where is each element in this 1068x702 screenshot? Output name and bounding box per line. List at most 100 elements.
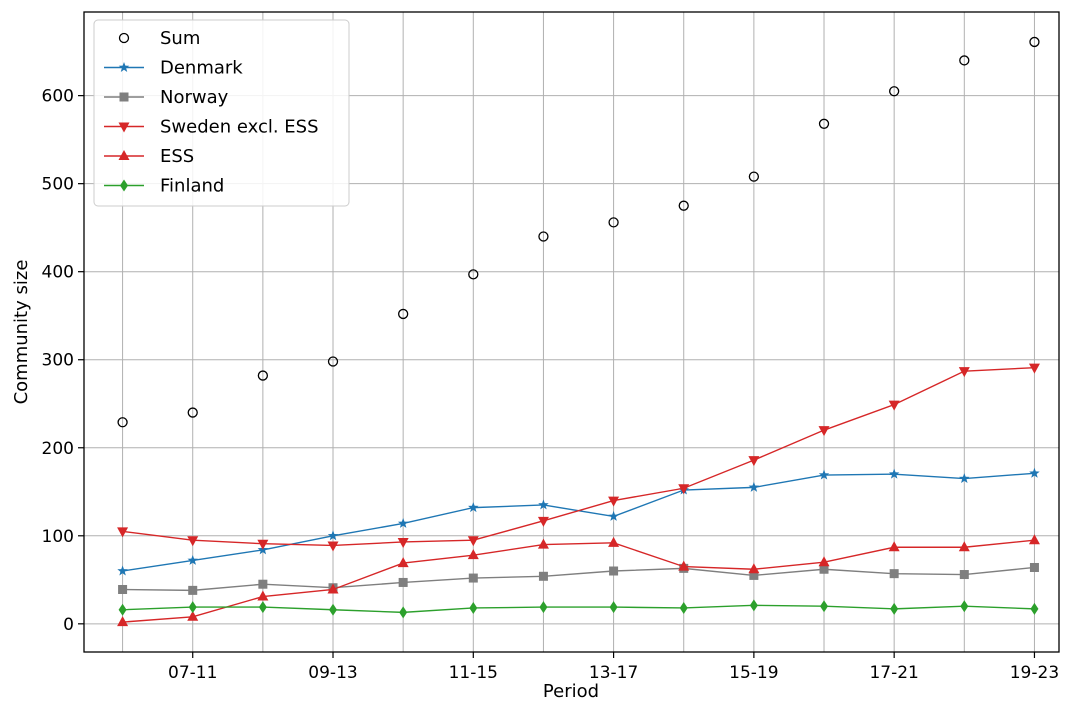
data-point-sweden-excl-ess (397, 537, 409, 548)
data-point-sum (889, 86, 900, 97)
data-point-finland (469, 601, 478, 614)
data-point-finland (399, 606, 408, 619)
data-point-sum (608, 217, 619, 228)
series-sum (117, 36, 1040, 428)
data-point-ess (748, 563, 760, 574)
data-point-sum (678, 200, 689, 211)
x-tick-label: 09-13 (308, 663, 357, 683)
x-tick-label: 07-11 (168, 663, 217, 683)
data-point-sweden-excl-ess (117, 527, 129, 538)
data-point-finland (258, 601, 267, 614)
data-point-ess (397, 557, 409, 568)
data-point-finland (749, 599, 758, 612)
series-norway (118, 562, 1039, 595)
legend-marker-denmark (118, 62, 130, 72)
data-point-norway (188, 585, 198, 595)
data-point-denmark (397, 517, 409, 528)
data-point-ess (537, 538, 549, 549)
series-line-finland (122, 604, 1035, 614)
y-axis-label: Community size (11, 260, 32, 405)
y-tick-label: 400 (42, 263, 74, 283)
data-point-ess (818, 556, 830, 567)
x-tick-label: 19-23 (1010, 663, 1059, 683)
series-line-norway (122, 566, 1035, 592)
x-tick-label: 11-15 (449, 663, 498, 683)
data-point-norway (819, 564, 829, 574)
data-point-denmark (117, 565, 128, 576)
x-tick-label: 15-19 (729, 663, 778, 683)
data-point-ess (678, 560, 690, 571)
data-point-sum (538, 231, 549, 242)
series-line-denmark (122, 472, 1035, 572)
data-point-denmark (468, 502, 479, 513)
legend-marker-sweden-excl-ess (118, 122, 130, 133)
data-point-sum (1029, 36, 1040, 48)
data-point-finland (960, 600, 969, 613)
legend-marker-finland (120, 179, 128, 192)
data-point-denmark (327, 530, 339, 541)
y-tick-label: 200 (42, 439, 74, 459)
data-point-finland (820, 600, 829, 613)
data-point-sweden-excl-ess (958, 367, 970, 378)
legend-box (93, 19, 350, 207)
data-point-sweden-excl-ess (608, 496, 620, 507)
data-point-finland (539, 601, 548, 614)
y-tick-label: 300 (42, 351, 74, 371)
series-denmark (117, 467, 1040, 576)
data-point-finland (1030, 602, 1039, 615)
data-point-norway (468, 573, 478, 583)
y-tick-label: 100 (42, 527, 74, 547)
data-point-ess (608, 536, 620, 547)
data-point-sum (327, 356, 339, 367)
x-tick-label: 17-21 (869, 663, 918, 683)
data-point-ess (467, 549, 479, 560)
data-point-sweden-excl-ess (748, 456, 760, 467)
data-point-norway (1029, 562, 1039, 572)
data-point-sum (187, 407, 198, 418)
data-point-ess (327, 583, 339, 594)
legend-marker-ess (118, 150, 130, 160)
data-point-norway (538, 571, 548, 581)
legend-label-ess: ESS (160, 146, 194, 167)
data-point-sum (257, 370, 269, 381)
data-point-sweden-excl-ess (257, 539, 269, 550)
data-point-denmark (1029, 467, 1040, 478)
data-point-denmark (608, 510, 619, 521)
data-point-sum (398, 308, 409, 320)
data-point-sum (959, 55, 970, 66)
data-point-sweden-excl-ess (888, 400, 900, 411)
data-point-sweden-excl-ess (1028, 363, 1040, 374)
legend-label-sweden-excl-ess: Sweden excl. ESS (160, 117, 319, 138)
plot-frame (83, 11, 1060, 653)
y-tick-label: 0 (63, 615, 74, 635)
data-point-finland (890, 602, 899, 615)
data-point-sweden-excl-ess (537, 516, 549, 527)
legend-label-finland: Finland (160, 176, 224, 197)
y-tick-label: 500 (42, 175, 74, 195)
data-point-finland (329, 603, 338, 616)
data-point-denmark (748, 481, 760, 492)
series-finland (118, 599, 1039, 619)
data-point-norway (258, 579, 268, 589)
data-point-denmark (187, 554, 198, 565)
data-point-ess (187, 610, 199, 621)
series-line-ess (122, 539, 1035, 623)
data-point-denmark (959, 473, 970, 484)
data-point-sweden-excl-ess (467, 536, 479, 547)
data-point-denmark (888, 468, 900, 479)
data-point-finland (609, 601, 618, 614)
data-point-finland (118, 603, 127, 616)
legend-label-denmark: Denmark (160, 58, 243, 79)
legend-marker-sum (118, 32, 130, 44)
x-axis-label: Period (543, 681, 599, 702)
data-point-ess (958, 541, 970, 552)
series-line-sweden-excl-ess (122, 366, 1035, 547)
data-point-ess (257, 590, 269, 601)
data-point-ess (1028, 534, 1040, 545)
legend-marker-norway (119, 92, 129, 102)
data-point-finland (679, 601, 688, 614)
legend-label-norway: Norway (160, 87, 229, 108)
data-point-norway (609, 566, 619, 576)
data-point-norway (749, 570, 759, 580)
